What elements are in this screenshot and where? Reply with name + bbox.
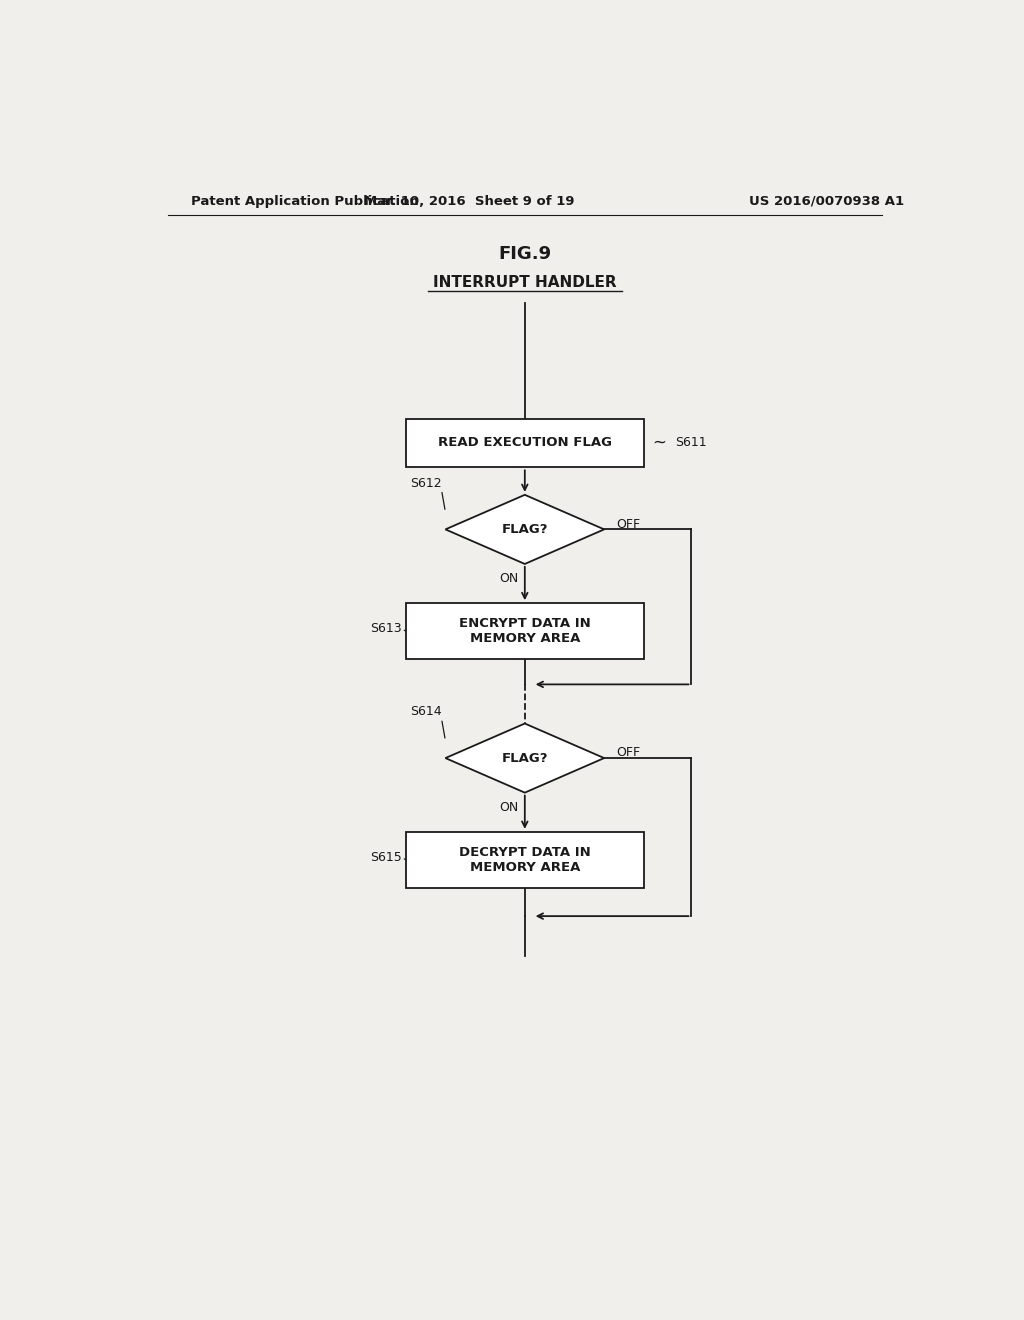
- Text: S614: S614: [410, 705, 441, 718]
- Text: ON: ON: [500, 572, 518, 585]
- Text: ON: ON: [500, 801, 518, 813]
- Polygon shape: [445, 723, 604, 792]
- Text: OFF: OFF: [616, 517, 640, 531]
- Text: FLAG?: FLAG?: [502, 523, 548, 536]
- Text: S612: S612: [410, 477, 441, 490]
- Text: Mar. 10, 2016  Sheet 9 of 19: Mar. 10, 2016 Sheet 9 of 19: [364, 194, 574, 207]
- Text: S611: S611: [676, 437, 708, 450]
- Text: Patent Application Publication: Patent Application Publication: [191, 194, 419, 207]
- Text: ENCRYPT DATA IN
MEMORY AREA: ENCRYPT DATA IN MEMORY AREA: [459, 616, 591, 645]
- Text: S613: S613: [370, 623, 401, 635]
- Text: FIG.9: FIG.9: [499, 246, 551, 263]
- Text: ~: ~: [652, 434, 666, 451]
- Text: INTERRUPT HANDLER: INTERRUPT HANDLER: [433, 275, 616, 290]
- Text: READ EXECUTION FLAG: READ EXECUTION FLAG: [438, 437, 611, 450]
- FancyBboxPatch shape: [406, 603, 644, 659]
- Text: DECRYPT DATA IN
MEMORY AREA: DECRYPT DATA IN MEMORY AREA: [459, 846, 591, 874]
- Text: FLAG?: FLAG?: [502, 751, 548, 764]
- Text: S615: S615: [370, 851, 401, 865]
- Text: OFF: OFF: [616, 747, 640, 759]
- FancyBboxPatch shape: [406, 418, 644, 467]
- Text: US 2016/0070938 A1: US 2016/0070938 A1: [749, 194, 904, 207]
- Polygon shape: [445, 495, 604, 564]
- FancyBboxPatch shape: [406, 832, 644, 887]
